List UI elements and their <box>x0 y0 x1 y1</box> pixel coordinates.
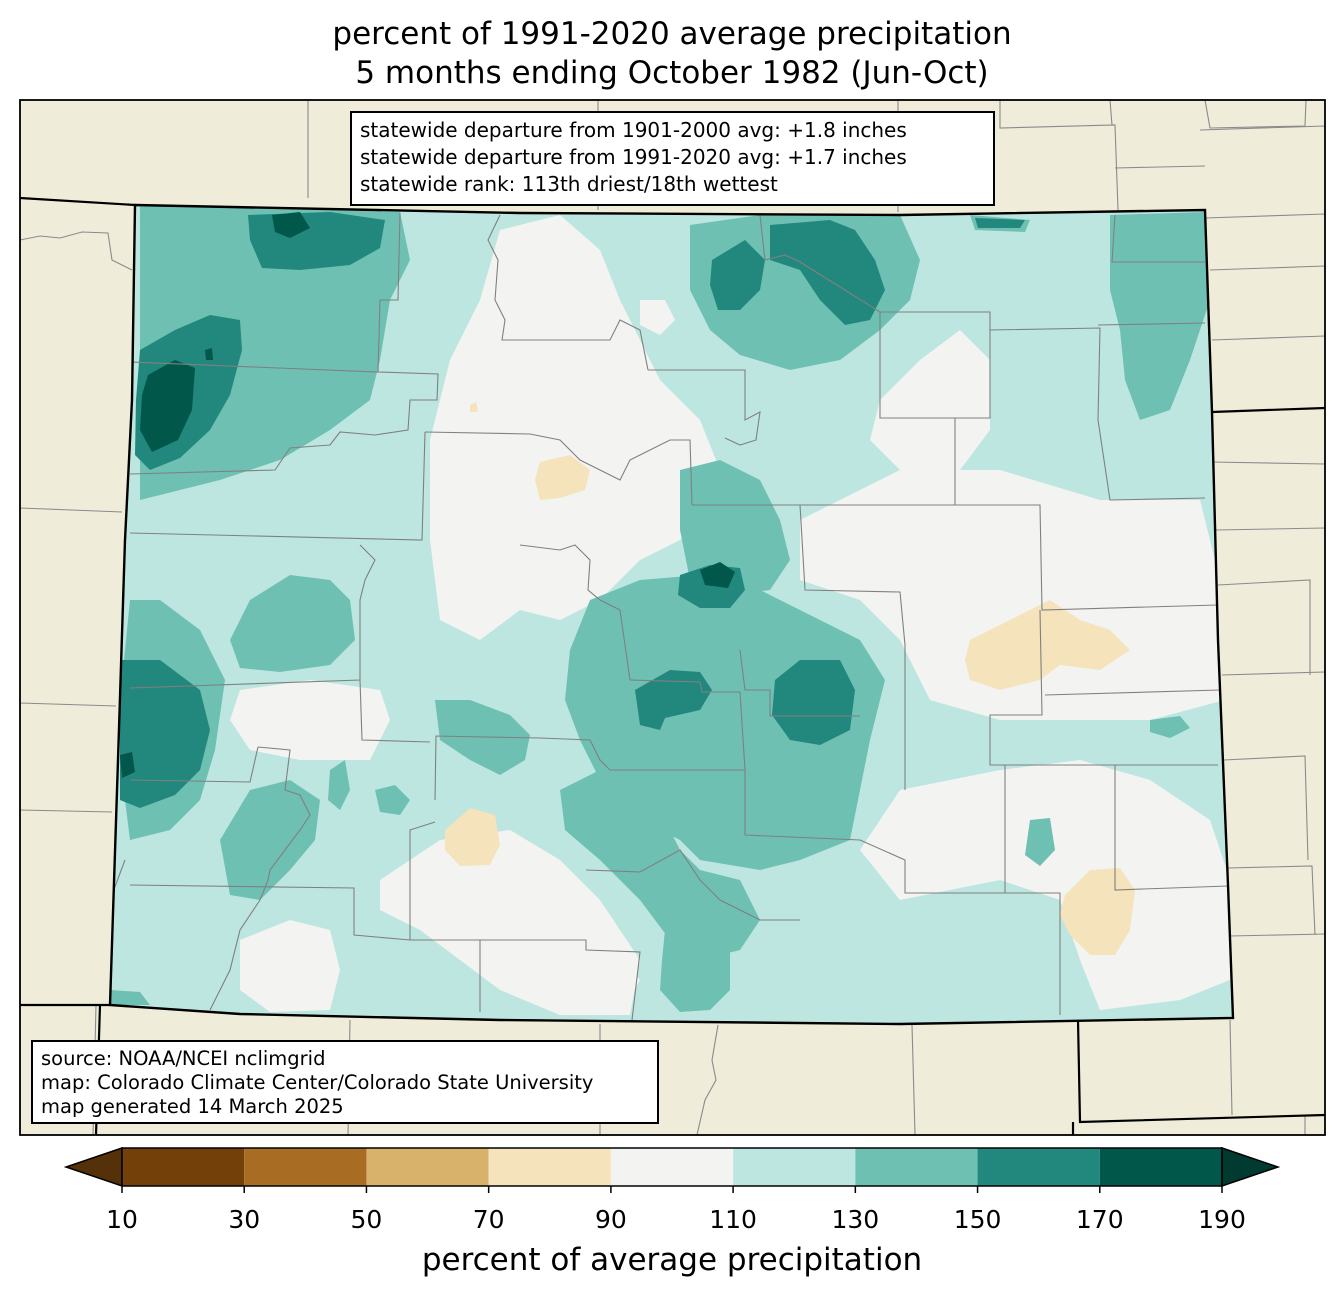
colorbar-outline <box>121 1147 1223 1187</box>
colorbar-segment <box>855 1148 978 1186</box>
colorbar <box>63 1146 1281 1193</box>
colorbar-segment <box>122 1148 245 1186</box>
colorbar-tick-label: 30 <box>228 1205 261 1234</box>
departure-1901-2000: statewide departure from 1901-2000 avg: … <box>360 118 907 142</box>
colorbar-label: percent of average precipitation <box>421 1242 923 1278</box>
colorbar-tick-label: 130 <box>831 1205 880 1234</box>
contour-70-90 <box>445 402 1135 955</box>
precipitation-contours <box>110 205 1233 1024</box>
colorbar-segments <box>122 1148 1222 1186</box>
colorbar-tick-label: 70 <box>472 1205 505 1234</box>
contour-170-190 <box>120 212 735 778</box>
colorbar-segment <box>977 1148 1100 1186</box>
colorbar-segment <box>244 1148 367 1186</box>
statewide-stats-box: statewide departure from 1901-2000 avg: … <box>350 111 995 206</box>
map-title-line2: 5 months ending October 1982 (Jun-Oct) <box>355 55 989 91</box>
county-lines <box>110 212 1229 1021</box>
colorbar-tick-label: 170 <box>1075 1205 1124 1234</box>
colorbar-over-triangle <box>1221 1146 1281 1188</box>
colorbar-tick-label: 90 <box>594 1205 627 1234</box>
map-frame <box>19 99 1326 1136</box>
colorbar-tick-label: 150 <box>953 1205 1002 1234</box>
map-credit-line: map: Colorado Climate Center/Colorado St… <box>41 1071 594 1094</box>
colorbar-segment <box>733 1148 856 1186</box>
colorbar-segment <box>366 1148 489 1186</box>
colorbar-segment <box>610 1148 734 1186</box>
colorbar-tick-label: 50 <box>350 1205 383 1234</box>
source-line: source: NOAA/NCEI nclimgrid <box>41 1047 326 1070</box>
colorado-border <box>108 203 1235 1026</box>
contour-150-170 <box>120 212 1025 808</box>
colorbar-segment <box>1099 1148 1222 1186</box>
source-box: source: NOAA/NCEI nclimgrid map: Colorad… <box>31 1040 659 1124</box>
colorbar-segment <box>488 1148 611 1186</box>
colorbar-tick-label: 10 <box>106 1205 138 1234</box>
map-generated-line: map generated 14 March 2025 <box>41 1095 344 1118</box>
colorbar-tick-label: 190 <box>1198 1205 1246 1234</box>
colorbar-under-triangle <box>63 1146 123 1188</box>
departure-1991-2020: statewide departure from 1991-2020 avg: … <box>360 145 907 169</box>
statewide-rank: statewide rank: 113th driest/18th wettes… <box>360 172 778 196</box>
map-title-line1: percent of 1991-2020 average precipitati… <box>332 16 1012 52</box>
colorbar-ticks <box>121 1186 1223 1193</box>
colorbar-tick-label: 110 <box>709 1205 757 1234</box>
